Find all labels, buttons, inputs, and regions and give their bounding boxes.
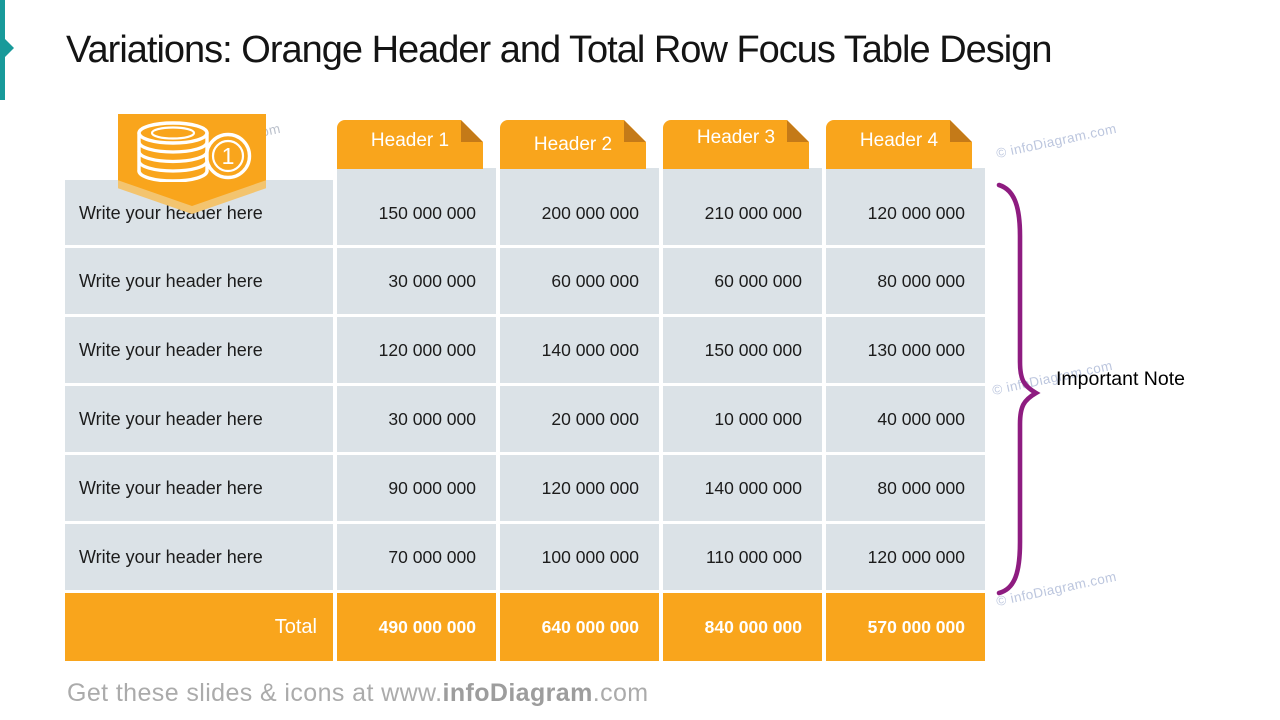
cell-value: 80 000 000 — [826, 455, 985, 521]
total-value: 490 000 000 — [337, 593, 496, 661]
cell-value: 30 000 000 — [337, 386, 496, 452]
cell-value: 120 000 000 — [826, 168, 985, 245]
row-label: Write your header here — [65, 317, 333, 383]
header-tab-1: Header 1 — [337, 120, 483, 169]
cell-value: 210 000 000 — [663, 168, 822, 245]
cell-value: 150 000 000 — [337, 168, 496, 245]
cell-value: 10 000 000 — [663, 386, 822, 452]
brand-name: infoDiagram — [442, 679, 593, 707]
cell-value: 90 000 000 — [337, 455, 496, 521]
cell-value: 110 000 000 — [663, 524, 822, 590]
folded-corner-icon — [787, 120, 809, 142]
header-tab-2: Header 2 — [500, 120, 646, 169]
cell-value: 70 000 000 — [337, 524, 496, 590]
cell-value: 30 000 000 — [337, 248, 496, 314]
total-value: 570 000 000 — [826, 593, 985, 661]
cell-value: 140 000 000 — [500, 317, 659, 383]
coins-icon: 1 — [137, 121, 252, 182]
cell-value: 40 000 000 — [826, 386, 985, 452]
total-value: 640 000 000 — [500, 593, 659, 661]
data-table: Write your header here 150 000 000 200 0… — [65, 168, 985, 661]
cell-value: 150 000 000 — [663, 317, 822, 383]
row-label: Write your header here — [65, 524, 333, 590]
row-label: Write your header here — [65, 386, 333, 452]
curly-brace-icon — [996, 182, 1041, 596]
folded-corner-icon — [950, 120, 972, 142]
svg-text:1: 1 — [222, 143, 235, 169]
cell-value: 130 000 000 — [826, 317, 985, 383]
cell-value: 60 000 000 — [663, 248, 822, 314]
header-tab-label: Header 2 — [533, 134, 613, 155]
important-note: Important Note — [1056, 368, 1185, 390]
folded-corner-icon — [624, 120, 646, 142]
watermark: © infoDiagram.com — [994, 120, 1118, 161]
cell-value: 80 000 000 — [826, 248, 985, 314]
cell-value: 120 000 000 — [337, 317, 496, 383]
cell-value: 200 000 000 — [500, 168, 659, 245]
accent-bar — [0, 0, 5, 100]
cell-value: 20 000 000 — [500, 386, 659, 452]
accent-chevron-icon — [5, 39, 14, 57]
header-tab-label: Header 4 — [859, 130, 939, 151]
header-tab-4: Header 4 — [826, 120, 972, 169]
footer-suffix: .com — [592, 679, 649, 707]
cell-value: 120 000 000 — [500, 455, 659, 521]
header-tab-label: Header 3 — [696, 127, 776, 148]
cell-value: 120 000 000 — [826, 524, 985, 590]
cell-value: 100 000 000 — [500, 524, 659, 590]
row-label: Write your header here — [65, 455, 333, 521]
slide-title: Variations: Orange Header and Total Row … — [66, 29, 1052, 71]
header-tab-3: Header 3 — [663, 120, 809, 169]
footer-prefix: Get these slides & icons at www. — [67, 679, 443, 707]
folded-corner-icon — [461, 120, 483, 142]
cell-value: 140 000 000 — [663, 455, 822, 521]
footer-text: Get these slides & icons at www.infoDiag… — [67, 679, 649, 708]
total-label: Total — [65, 593, 333, 661]
total-value: 840 000 000 — [663, 593, 822, 661]
cell-value: 60 000 000 — [500, 248, 659, 314]
header-tab-label: Header 1 — [370, 130, 450, 151]
row-label: Write your header here — [65, 248, 333, 314]
